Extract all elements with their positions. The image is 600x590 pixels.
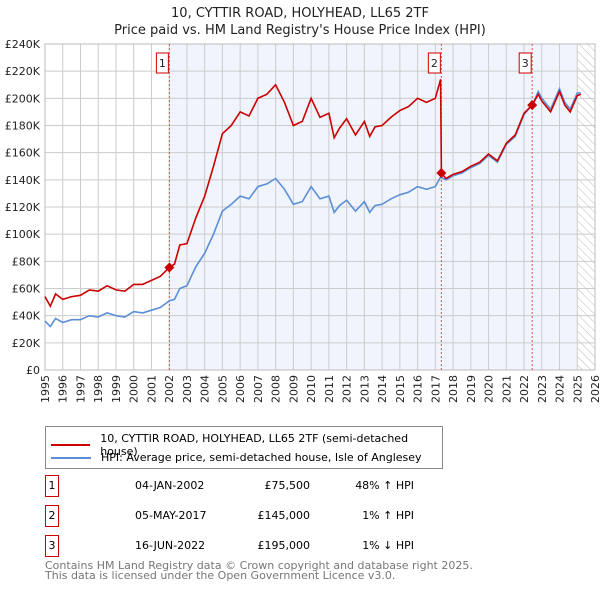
x-tick-label: 2020 (483, 375, 496, 403)
x-tick-label: 2008 (270, 375, 283, 403)
plot-area: 1995 1996 1997 1998 1999 2000 2001 2002 2003 2004… (5, 38, 600, 403)
x-tick-label: 2014 (376, 375, 389, 403)
sale-marker-badge: 3 (45, 535, 59, 557)
x-tick-label: 2011 (323, 375, 336, 403)
y-tick-label: £100K (5, 228, 41, 241)
sale-label-box (155, 52, 169, 74)
legend-blue-label: HPI: Average price, semi-detached house,… (101, 451, 422, 464)
x-tick-label: 2001 (145, 375, 158, 403)
x-tick-label: 2007 (252, 375, 265, 403)
y-tick-label: £0 (26, 364, 40, 377)
plot-border (44, 43, 596, 371)
legend-blue-line (51, 456, 91, 459)
x-tick-label: 1997 (74, 375, 87, 403)
x-tick-label: 1999 (110, 375, 123, 403)
y-tick-label: £40K (12, 310, 41, 323)
footer-line-2: This data is licensed under the Open Gov… (45, 569, 396, 582)
sale-label-number: 2 (431, 57, 438, 70)
sale-date: 04-JAN-2002 (135, 479, 205, 492)
sale-point-marker (527, 100, 538, 111)
y-tick-label: £180K (5, 120, 41, 133)
x-tick-label: 2006 (234, 375, 247, 403)
sale-date: 05-MAY-2017 (135, 509, 207, 522)
sale-label-box (427, 52, 441, 74)
sale-price: £75,500 (264, 479, 311, 492)
x-tick-label: 2010 (305, 375, 318, 403)
legend-red-label: 10, CYTTIR ROAD, HOLYHEAD, LL65 2TF (sem… (100, 432, 409, 458)
x-tick-label: 1998 (92, 375, 105, 403)
x-tick-label: 2002 (163, 375, 176, 403)
legend: 10, CYTTIR ROAD, HOLYHEAD, LL65 2TF (sem… (45, 426, 443, 469)
price-series-line (44, 79, 582, 309)
x-tick-label: 2026 (589, 375, 600, 403)
x-tick-label: 2009 (287, 375, 300, 403)
x-tick-label: 2024 (554, 375, 567, 403)
footer-line-1: Contains HM Land Registry data © Crown c… (45, 559, 473, 572)
y-tick-label: £160K (5, 147, 41, 160)
sale-label-box (518, 52, 532, 74)
y-tick-label: £200K (5, 92, 41, 105)
x-tick-label: 2013 (358, 375, 371, 403)
chart-title: 10, CYTTIR ROAD, HOLYHEAD, LL65 2TF (171, 6, 429, 21)
y-tick-label: £240K (5, 38, 41, 51)
x-tick-label: 2000 (128, 375, 141, 403)
y-tick-label: £120K (5, 201, 41, 214)
x-tick-label: 2012 (341, 375, 354, 403)
x-tick-label: 2023 (536, 375, 549, 403)
sale-date: 16-JUN-2022 (135, 539, 206, 552)
y-tick-label: £140K (5, 174, 41, 187)
sale-point-marker (164, 262, 175, 273)
footer-attribution: Contains HM Land Registry data © Crown c… (45, 559, 473, 582)
sale-price: £195,000 (257, 539, 311, 552)
sale-row: 3 16-JUN-2022 £195,000 1% ↓ HPI (45, 535, 545, 557)
sale-point-marker (436, 168, 447, 179)
x-tick-label: 2004 (199, 375, 212, 403)
sale-marker-badge: 1 (45, 475, 59, 497)
x-tick-label: 1996 (57, 375, 70, 403)
legend-red-line (51, 444, 91, 446)
sale-label-number: 1 (159, 57, 166, 70)
x-tick-label: 1995 (39, 375, 52, 403)
sale-row: 1 04-JAN-2002 £75,500 48% ↑ HPI (45, 475, 545, 497)
x-tick-label: 2016 (412, 375, 425, 403)
x-tick-label: 2025 (571, 375, 584, 403)
sale-hpi-diff: 1% ↓ HPI (362, 539, 414, 552)
y-tick-label: £80K (12, 255, 41, 268)
x-tick-label: 2003 (181, 375, 194, 403)
x-tick-label: 2017 (429, 375, 442, 403)
x-tick-label: 2019 (465, 375, 478, 403)
y-tick-label: £60K (12, 283, 41, 296)
sale-hpi-diff: 1% ↑ HPI (362, 509, 414, 522)
x-tick-label: 2005 (216, 375, 229, 403)
x-tick-label: 2015 (394, 375, 407, 403)
sale-row: 2 05-MAY-2017 £145,000 1% ↑ HPI (45, 505, 545, 527)
sale-price: £145,000 (257, 509, 311, 522)
x-tick-label: 2018 (447, 375, 460, 403)
sale-marker-badge: 2 (45, 505, 59, 527)
sale-hpi-diff: 48% ↑ HPI (355, 479, 414, 492)
y-tick-label: £220K (5, 65, 41, 78)
sale-label-number: 3 (522, 57, 529, 70)
y-tick-label: £20K (12, 337, 41, 350)
x-tick-label: 2021 (500, 375, 513, 403)
chart-subtitle: Price paid vs. HM Land Registry's House … (114, 23, 486, 38)
x-tick-label: 2022 (518, 375, 531, 403)
